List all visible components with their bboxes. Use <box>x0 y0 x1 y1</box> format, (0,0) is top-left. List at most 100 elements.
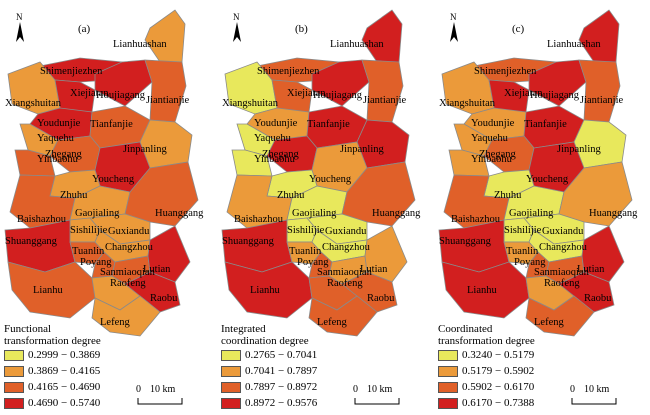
legend-swatch <box>221 349 241 361</box>
town-label-tuanlin: Tuanlin <box>72 246 105 257</box>
town-label-zhuhu: Zhuhu <box>277 190 305 201</box>
town-label-xiangshuitan: Xiangshuitan <box>439 98 496 109</box>
legend-item: 0.5902 − 0.6170 <box>438 379 643 395</box>
town-label-tianfanjie: Tianfanjie <box>90 119 133 130</box>
legend-item: 0.7041 − 0.7897 <box>221 363 426 379</box>
town-label-baishazhou: Baishazhou <box>234 214 284 225</box>
town-label-xiejiatan: Xiejiatan <box>287 88 326 99</box>
town-label-guxiandu: Guxiandu <box>325 226 367 237</box>
town-label-lianhu: Lianhu <box>250 285 280 296</box>
legend-swatch <box>438 397 458 409</box>
town-region-lianhuashan <box>361 9 403 63</box>
legend-item: 0.8972 − 0.9576 <box>221 395 426 411</box>
legend-title-line: transformation degree <box>4 335 101 347</box>
legend-title-line: transformation degree <box>438 335 535 347</box>
town-label-yaquehu: Yaquehu <box>471 133 509 144</box>
town-label-gaojialing: Gaojialing <box>292 208 337 219</box>
town-region-yinbaohu <box>231 149 273 177</box>
town-label-lianhuashan: Lianhuashan <box>330 39 384 50</box>
legend-range-label: 0.5179 − 0.5902 <box>462 365 535 377</box>
town-label-shimenjiezhen: Shimenjiezhen <box>40 66 103 77</box>
map-svg: N (b) Lianhuashan Shimenjiezhen Xiangshuitan… <box>221 9 421 337</box>
town-region-yinbaohu <box>448 149 490 177</box>
town-label-jinpanling: Jinpanling <box>123 144 167 155</box>
legend-range-label: 0.3240 − 0.5179 <box>462 349 535 361</box>
panel-a-functional: N (a) Lianhuashan Shimenjiezhen Xiangshuitan… <box>0 0 216 415</box>
town-label-lefeng: Lefeng <box>317 317 347 328</box>
town-label-gaojialing: Gaojialing <box>509 208 554 219</box>
legend-item: 0.5179 − 0.5902 <box>438 363 643 379</box>
town-region-lianhuashan <box>578 9 620 63</box>
town-label-youdunjie: Youdunjie <box>471 118 515 129</box>
town-region-lianhuashan <box>144 9 186 63</box>
town-label-lutian: Lutian <box>577 264 605 275</box>
town-region-yinbaohu <box>14 149 56 177</box>
town-label-jiantianjie: Jiantianjie <box>146 95 189 106</box>
north-arrow-icon: N <box>233 12 241 42</box>
town-label-changzhou: Changzhou <box>539 242 588 253</box>
scale-bar: 0 10 km <box>570 384 630 408</box>
town-label-zhegang: Zhegang <box>262 149 299 160</box>
north-arrow-icon: N <box>16 12 24 42</box>
legend-item: 0.3869 − 0.4165 <box>4 363 209 379</box>
legend-range-label: 0.7897 − 0.8972 <box>245 381 318 393</box>
legend-title-line: coordination degree <box>221 335 309 347</box>
town-label-sishilijie: Sishilijie <box>287 225 325 236</box>
town-label-lefeng: Lefeng <box>100 317 130 328</box>
town-label-jinpanling: Jinpanling <box>557 144 601 155</box>
legend-range-label: 0.8972 − 0.9576 <box>245 397 318 409</box>
north-arrow-icon: N <box>450 12 458 42</box>
town-label-raofeng: Raofeng <box>110 278 146 289</box>
legend-item: 0.6170 − 0.7388 <box>438 395 643 411</box>
legend-item: 0.4165 − 0.4690 <box>4 379 209 395</box>
town-label-tuanlin: Tuanlin <box>289 246 322 257</box>
north-label: N <box>450 12 457 22</box>
town-label-huanggang: Huanggang <box>589 208 638 219</box>
legend-range-label: 0.2999 − 0.3869 <box>28 349 101 361</box>
town-label-tianfanjie: Tianfanjie <box>524 119 567 130</box>
town-label-sanmiaoqian: Sanmiaoqian <box>317 267 373 278</box>
legend-range-label: 0.5902 − 0.6170 <box>462 381 535 393</box>
legend-range-label: 0.2765 − 0.7041 <box>245 349 318 361</box>
scale-zero-label: 0 <box>570 384 575 395</box>
legend-range-label: 0.4165 − 0.4690 <box>28 381 101 393</box>
town-label-raofeng: Raofeng <box>327 278 363 289</box>
legend-swatch <box>438 349 458 361</box>
town-label-lianhu: Lianhu <box>33 285 63 296</box>
town-label-baishazhou: Baishazhou <box>17 214 67 225</box>
town-label-sanmiaoqian: Sanmiaoqian <box>100 267 156 278</box>
scale-distance-label: 10 km <box>150 384 176 395</box>
town-label-houjiagang: Houjiagang <box>530 90 580 101</box>
town-region-lefeng <box>308 295 378 337</box>
legend-range-label: 0.3869 − 0.4165 <box>28 365 101 377</box>
town-region-jiantianjie <box>361 59 404 123</box>
legend-item: 0.4690 − 0.5740 <box>4 395 209 411</box>
legend-item: 0.2999 − 0.3869 <box>4 347 209 363</box>
town-region-jiantianjie <box>578 59 621 123</box>
town-label-lutian: Lutian <box>143 264 171 275</box>
legend: Functional transformation degree 0.2999 − … <box>4 323 209 411</box>
legend-swatch <box>4 397 24 409</box>
town-label-lefeng: Lefeng <box>534 317 564 328</box>
town-label-xiejiatan: Xiejiatan <box>70 88 109 99</box>
town-label-youcheng: Youcheng <box>309 174 352 185</box>
panel-b-integrated: N (b) Lianhuashan Shimenjiezhen Xiangshuitan… <box>217 0 433 415</box>
town-label-tianfanjie: Tianfanjie <box>307 119 350 130</box>
town-label-jiantianjie: Jiantianjie <box>580 95 623 106</box>
scale-bar: 0 10 km <box>353 384 413 408</box>
town-label-tuanlin: Tuanlin <box>506 246 539 257</box>
town-label-jinpanling: Jinpanling <box>340 144 384 155</box>
town-label-houjiagang: Houjiagang <box>313 90 363 101</box>
town-label-yinbaohu: Yinbaohu <box>471 154 513 165</box>
town-label-huanggang: Huanggang <box>372 208 421 219</box>
legend: Integrated coordination degree 0.2765 − 0.… <box>221 323 426 411</box>
town-region-lefeng <box>525 295 595 337</box>
town-label-jiantianjie: Jiantianjie <box>363 95 406 106</box>
town-label-shimenjiezhen: Shimenjiezhen <box>257 66 320 77</box>
north-label: N <box>16 12 23 22</box>
town-label-guxiandu: Guxiandu <box>542 226 584 237</box>
legend-title-line: Functional <box>4 323 52 335</box>
town-label-sishilijie: Sishilijie <box>504 225 542 236</box>
scale-zero-label: 0 <box>353 384 358 395</box>
town-label-changzhou: Changzhou <box>322 242 371 253</box>
